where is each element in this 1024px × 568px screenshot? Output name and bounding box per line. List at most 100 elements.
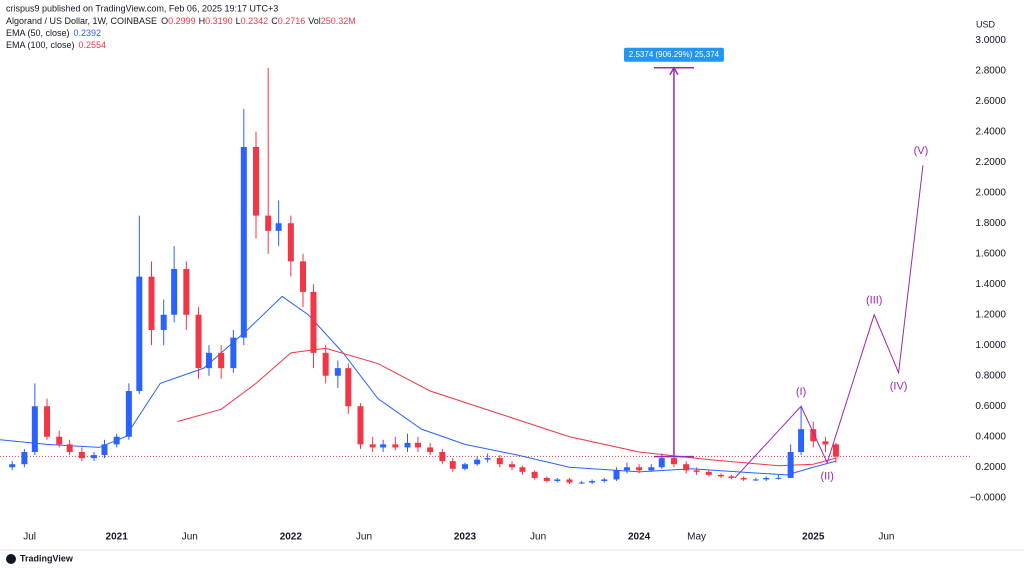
candle-body <box>589 480 596 483</box>
x-tick-label: 2022 <box>280 532 303 543</box>
y-tick-label: −0.0000 <box>970 492 1007 503</box>
ema-value: 0.2554 <box>79 40 107 50</box>
candle-body <box>345 368 352 407</box>
candle-body <box>832 444 839 457</box>
candle-body <box>566 479 573 483</box>
measure-label: 2.5374 (906.29%) 25,374 <box>629 50 720 59</box>
candle-body <box>195 314 202 369</box>
candle-body <box>322 352 329 376</box>
candle-body <box>183 269 190 315</box>
x-tick-label: 2024 <box>628 532 651 543</box>
candle-body <box>334 368 341 376</box>
y-tick-label: 0.6000 <box>975 401 1006 412</box>
y-tick-label: 1.6000 <box>975 248 1006 259</box>
x-tick-label: May <box>687 532 706 543</box>
candle-body <box>91 455 98 459</box>
y-tick-label: 2.6000 <box>975 96 1006 107</box>
candle-body <box>252 147 259 216</box>
symbol-line: Algorand / US Dollar, 1W, COINBASE O0.299… <box>6 16 356 26</box>
candle-body <box>56 436 63 445</box>
ema-name: EMA (100, close) <box>6 40 75 50</box>
candle-body <box>230 337 237 369</box>
candle-body <box>357 406 364 445</box>
candle-body <box>474 459 481 465</box>
quote-key: H <box>199 16 206 26</box>
y-tick-label: 3.0000 <box>975 35 1006 46</box>
candle-body <box>623 467 630 471</box>
candle-body <box>369 444 376 448</box>
candle-body <box>205 352 212 369</box>
candle-body <box>449 461 456 469</box>
wave-label: (II) <box>820 471 833 483</box>
quote-value: 0.3190 <box>205 16 233 26</box>
candle-body <box>414 442 421 448</box>
candle-body <box>543 477 550 481</box>
candle-body <box>240 147 247 338</box>
logo-icon <box>6 554 16 564</box>
wave-line <box>734 165 924 479</box>
wave-label: (V) <box>914 145 929 157</box>
symbol: Algorand / US Dollar, 1W, COINBASE <box>6 16 157 26</box>
candle-body <box>683 464 690 471</box>
candle-body <box>31 406 38 452</box>
wave-label: (I) <box>796 386 806 398</box>
candle-body <box>380 444 387 448</box>
candle-body <box>717 474 724 477</box>
candle-body <box>218 352 225 369</box>
candle-body <box>113 436 120 445</box>
ema-legend: EMA (100, close) 0.2554 <box>6 40 106 50</box>
y-tick-label: 2.8000 <box>975 65 1006 76</box>
y-tick-label: 0.4000 <box>975 431 1006 442</box>
x-tick-label: 2025 <box>802 532 825 543</box>
logo: TradingView <box>20 553 74 563</box>
ema-value: 0.2392 <box>74 28 102 38</box>
candle-body <box>461 464 468 469</box>
candle-body <box>439 452 446 462</box>
quote-key: L <box>236 16 241 26</box>
x-tick-label: Jun <box>182 532 198 543</box>
candle-body <box>160 314 167 330</box>
candle-body <box>275 223 282 231</box>
y-tick-label: 2.0000 <box>975 187 1006 198</box>
y-tick-label: 1.2000 <box>975 309 1006 320</box>
wave-label: (III) <box>866 295 883 307</box>
measure-box <box>623 47 724 62</box>
quote-key: O <box>161 16 168 26</box>
candle-body <box>798 429 805 452</box>
candle-body <box>519 467 526 472</box>
candle-body <box>136 276 143 391</box>
candle-body <box>300 261 307 292</box>
y-tick-label: 1.8000 <box>975 218 1006 229</box>
candle-body <box>78 452 85 459</box>
y-tick-label: 1.0000 <box>975 340 1006 351</box>
candle-body <box>775 477 782 479</box>
candle-body <box>601 479 608 481</box>
candle-body <box>404 442 411 448</box>
candle-body <box>740 477 747 480</box>
candle-body <box>728 476 735 478</box>
quote-value: 0.2716 <box>278 16 306 26</box>
quote-value: 0.2999 <box>168 16 196 26</box>
y-tick-label: 0.2000 <box>975 462 1006 473</box>
y-tick-label: 2.4000 <box>975 126 1006 137</box>
quote-value: 0.2342 <box>241 16 269 26</box>
wave-label: (IV) <box>890 381 908 393</box>
candle-body <box>310 291 317 353</box>
currency: USD <box>976 19 996 29</box>
y-tick-label: 2.2000 <box>975 157 1006 168</box>
candle-body <box>693 470 700 472</box>
candle-body <box>125 391 132 437</box>
candle-body <box>705 471 712 475</box>
candle-body <box>658 458 665 468</box>
x-tick-label: Jun <box>530 532 546 543</box>
candle-body <box>66 444 73 452</box>
ema-name: EMA (50, close) <box>6 28 70 38</box>
candle-body <box>763 477 770 480</box>
candle-body <box>822 441 829 445</box>
candle-body <box>648 467 655 471</box>
y-tick-label: 0.8000 <box>975 370 1006 381</box>
candle-body <box>287 223 294 262</box>
candle-body <box>636 467 643 471</box>
